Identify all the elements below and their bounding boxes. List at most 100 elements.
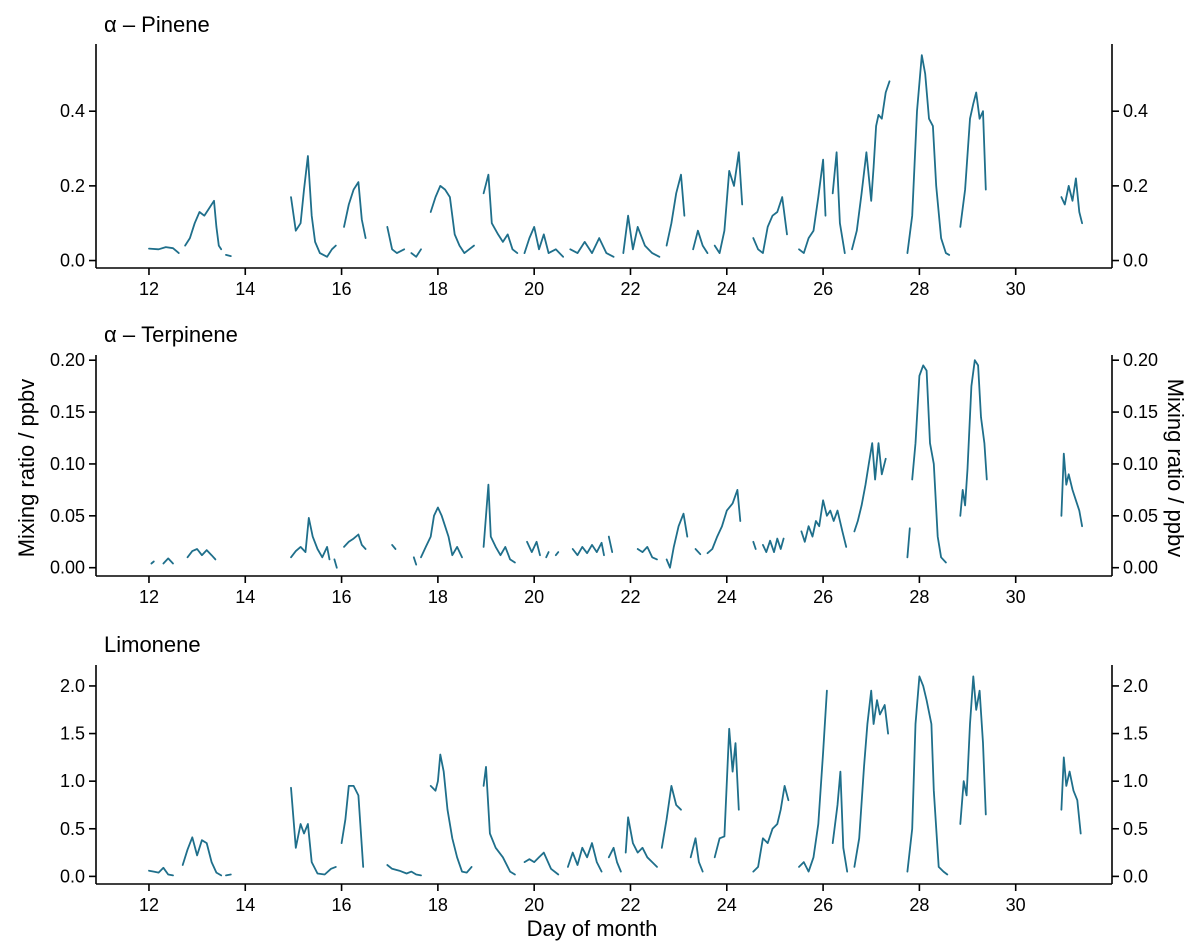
series-segment [340, 785, 365, 868]
y-tick-label-right: 0.15 [1123, 402, 1158, 422]
x-tick-label: 26 [813, 279, 833, 299]
y-tick-label-right: 0.0 [1123, 251, 1148, 271]
y-tick-label-right: 1.5 [1123, 724, 1148, 744]
x-tick-label: 28 [909, 895, 929, 915]
y-tick-label-right: 0.0 [1123, 866, 1148, 886]
y-tick-label-left: 0.10 [50, 454, 85, 474]
series-segment [660, 785, 682, 849]
y-tick-label-left: 1.5 [60, 724, 85, 744]
series-segment [567, 842, 603, 873]
x-tick-label: 12 [139, 895, 159, 915]
series-segment [959, 91, 987, 228]
panel-2: α – Terpinene 0.00 0.00 0.05 0.05 0.10 0.10 0.1… [50, 322, 1158, 607]
x-tick-label: 26 [813, 895, 833, 915]
series-segment [186, 548, 217, 561]
series-segment [831, 770, 849, 873]
series-segment [429, 753, 473, 874]
x-tick-label: 30 [1006, 587, 1026, 607]
y-tick-label-right: 0.10 [1123, 454, 1158, 474]
series-segment [607, 535, 614, 553]
series-segment [150, 560, 155, 565]
x-tick-label: 30 [1006, 895, 1026, 915]
series-segment [636, 546, 658, 561]
x-axis-title: Day of month [527, 916, 658, 941]
x-tick-label: 18 [428, 895, 448, 915]
x-tick-label: 26 [813, 587, 833, 607]
series-segment [959, 359, 988, 517]
series-segment [622, 214, 661, 258]
series-segment [545, 551, 550, 559]
series-segment [290, 155, 337, 258]
series-segment [798, 689, 828, 873]
series-segment [665, 512, 689, 569]
series-segment [706, 488, 742, 555]
panel-title: Limonene [104, 632, 201, 657]
x-tick-label: 18 [428, 279, 448, 299]
x-tick-label: 24 [717, 279, 737, 299]
x-tick-label: 24 [717, 587, 737, 607]
series-segment [148, 866, 174, 877]
x-tick-label: 16 [332, 587, 352, 607]
series-segment [911, 364, 947, 564]
y-tick-label-right: 2.0 [1123, 676, 1148, 696]
panel-title: α – Pinene [104, 12, 210, 37]
series-segment [713, 727, 740, 859]
y-axis-title-right: Mixing ratio / ppbv [1163, 379, 1188, 558]
series-segment [290, 517, 331, 561]
series-segment [162, 557, 174, 565]
x-tick-label: 20 [524, 279, 544, 299]
series-segment [607, 846, 622, 873]
series-segment [410, 248, 422, 258]
y-tick-label-left: 0.15 [50, 402, 85, 422]
series-segment [386, 864, 422, 877]
series-segment [762, 537, 785, 553]
y-tick-label-right: 0.4 [1123, 101, 1148, 121]
x-tick-label: 20 [524, 587, 544, 607]
series-segment [482, 766, 516, 876]
y-tick-label-right: 0.05 [1123, 506, 1158, 526]
series-segment [225, 873, 232, 877]
x-tick-label: 14 [235, 587, 255, 607]
series-segment [184, 199, 223, 251]
x-tick-label: 12 [139, 279, 159, 299]
series-segment [1060, 452, 1083, 528]
x-tick-label: 28 [909, 279, 929, 299]
y-tick-label-left: 0.4 [60, 101, 85, 121]
x-tick-label: 16 [332, 279, 352, 299]
series-segment [569, 237, 615, 258]
panel-title: α – Terpinene [104, 322, 238, 347]
x-tick-label: 22 [620, 587, 640, 607]
y-tick-label-left: 1.0 [60, 771, 85, 791]
series-segment [752, 785, 790, 873]
series-segment [1060, 756, 1082, 835]
panel-1: α – Pinene 0.0 0.0 0.2 0.2 0.4 0.4 12 14 16 18 20 22… [60, 12, 1148, 299]
series-segment [906, 527, 911, 559]
series-segment [689, 837, 704, 873]
series-segment [386, 225, 406, 255]
series-segment [391, 544, 397, 550]
series-segment [692, 229, 709, 255]
y-tick-label-left: 0.20 [50, 350, 85, 370]
series-segment [523, 225, 564, 258]
x-tick-label: 14 [235, 895, 255, 915]
y-tick-label-left: 0.0 [60, 251, 85, 271]
x-tick-label: 24 [717, 895, 737, 915]
series-segment [624, 816, 658, 868]
series-segment [798, 158, 827, 255]
series-segment [412, 556, 418, 566]
series-segment [148, 246, 180, 255]
series-segment [526, 540, 541, 557]
series-segment [851, 80, 891, 251]
series-segment [420, 506, 463, 559]
series-segment [290, 786, 337, 876]
series-segment [523, 851, 560, 876]
x-tick-label: 18 [428, 587, 448, 607]
series-segment [959, 675, 987, 825]
series-segment [752, 196, 788, 255]
y-tick-label-right: 1.0 [1123, 771, 1148, 791]
y-tick-label-left: 0.05 [50, 506, 85, 526]
y-tick-label-left: 2.0 [60, 676, 85, 696]
series-segment [429, 184, 475, 255]
series-segment [225, 253, 232, 258]
x-tick-label: 28 [909, 587, 929, 607]
